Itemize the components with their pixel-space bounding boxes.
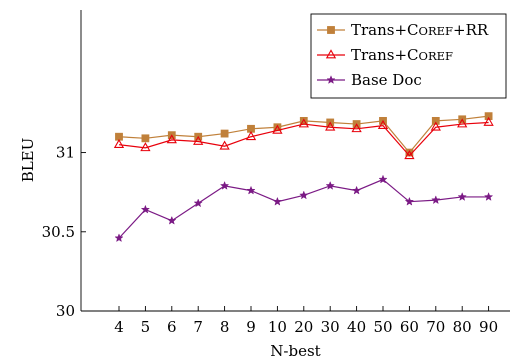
legend-item: Base Doc (317, 71, 422, 89)
data-point (113, 138, 125, 149)
data-point (298, 118, 309, 128)
data-point (430, 121, 441, 131)
series-line (118, 178, 489, 239)
x-tick-label: 8 (220, 318, 230, 336)
data-point (404, 196, 415, 206)
data-point (166, 134, 177, 144)
legend-marker (327, 26, 335, 34)
data-point (378, 174, 388, 184)
data-point (404, 150, 415, 160)
y-tick-label: 31 (56, 144, 75, 162)
x-tick-label: 20 (294, 318, 313, 336)
data-point (272, 196, 283, 206)
x-tick-label: 5 (141, 318, 151, 336)
data-point (325, 121, 336, 131)
x-tick-label: 60 (400, 318, 419, 336)
data-point (325, 180, 335, 190)
legend-marker (326, 75, 336, 84)
x-tick-label: 90 (479, 318, 498, 336)
data-point (141, 134, 150, 143)
legend-label: Trans+COREF+RR (351, 21, 489, 39)
data-point (193, 135, 204, 145)
data-point (431, 116, 440, 125)
x-tick-label: 7 (193, 318, 203, 336)
data-point (140, 142, 151, 152)
legend-label-part: Trans+C (351, 21, 419, 39)
x-tick-label: 4 (114, 318, 124, 336)
data-point (483, 192, 494, 201)
x-tick-label: 70 (426, 318, 445, 336)
data-point (351, 185, 362, 195)
series-1 (113, 116, 494, 160)
legend-label: Base Doc (351, 71, 422, 89)
legend-label-part: OREF (419, 24, 453, 38)
data-point (246, 185, 256, 195)
legend-label-part: Trans+C (351, 46, 419, 64)
data-point (431, 195, 441, 205)
data-point (272, 124, 283, 134)
legend-label-part: Base Doc (351, 71, 422, 89)
data-point (193, 198, 203, 208)
axes: 30 30.5 31 4 5 6 7 8 9 10 20 30 40 50 60 70 80 90 (42, 10, 510, 336)
x-tick-label: 80 (453, 318, 472, 336)
x-tick-label: 50 (373, 318, 392, 336)
data-point (377, 119, 389, 129)
series-2 (114, 174, 494, 243)
data-point (219, 140, 230, 150)
x-tick-label: 10 (268, 318, 287, 336)
legend-label-part: +RR (453, 21, 489, 39)
legend-marker (325, 49, 337, 59)
legend-box (310, 13, 507, 99)
legend-item: Trans+COREF+RR (317, 21, 489, 39)
data-point (140, 204, 151, 214)
x-axis-label: N-best (270, 342, 320, 360)
series-layer (113, 112, 494, 243)
x-tick-label: 9 (246, 318, 256, 336)
data-point (483, 116, 494, 126)
y-axis-label: BLEU (19, 138, 37, 183)
data-point (245, 131, 257, 141)
x-tick-label: 40 (347, 318, 366, 336)
data-point (299, 190, 309, 200)
data-point (484, 112, 493, 121)
legend-item: Trans+COREF (317, 46, 453, 64)
data-point (167, 215, 177, 225)
series-line (118, 121, 489, 157)
data-point (351, 123, 362, 133)
x-tick-label: 30 (321, 318, 340, 336)
data-point (457, 118, 468, 128)
x-tick-label: 6 (167, 318, 177, 336)
data-point (457, 192, 467, 201)
data-point (219, 180, 230, 190)
y-tick-label: 30 (56, 302, 75, 320)
y-tick-label: 30.5 (42, 223, 75, 241)
legend-label-part: OREF (419, 49, 453, 63)
data-point (114, 233, 124, 243)
data-point (220, 129, 229, 138)
legend-label: Trans+COREF (351, 46, 453, 64)
